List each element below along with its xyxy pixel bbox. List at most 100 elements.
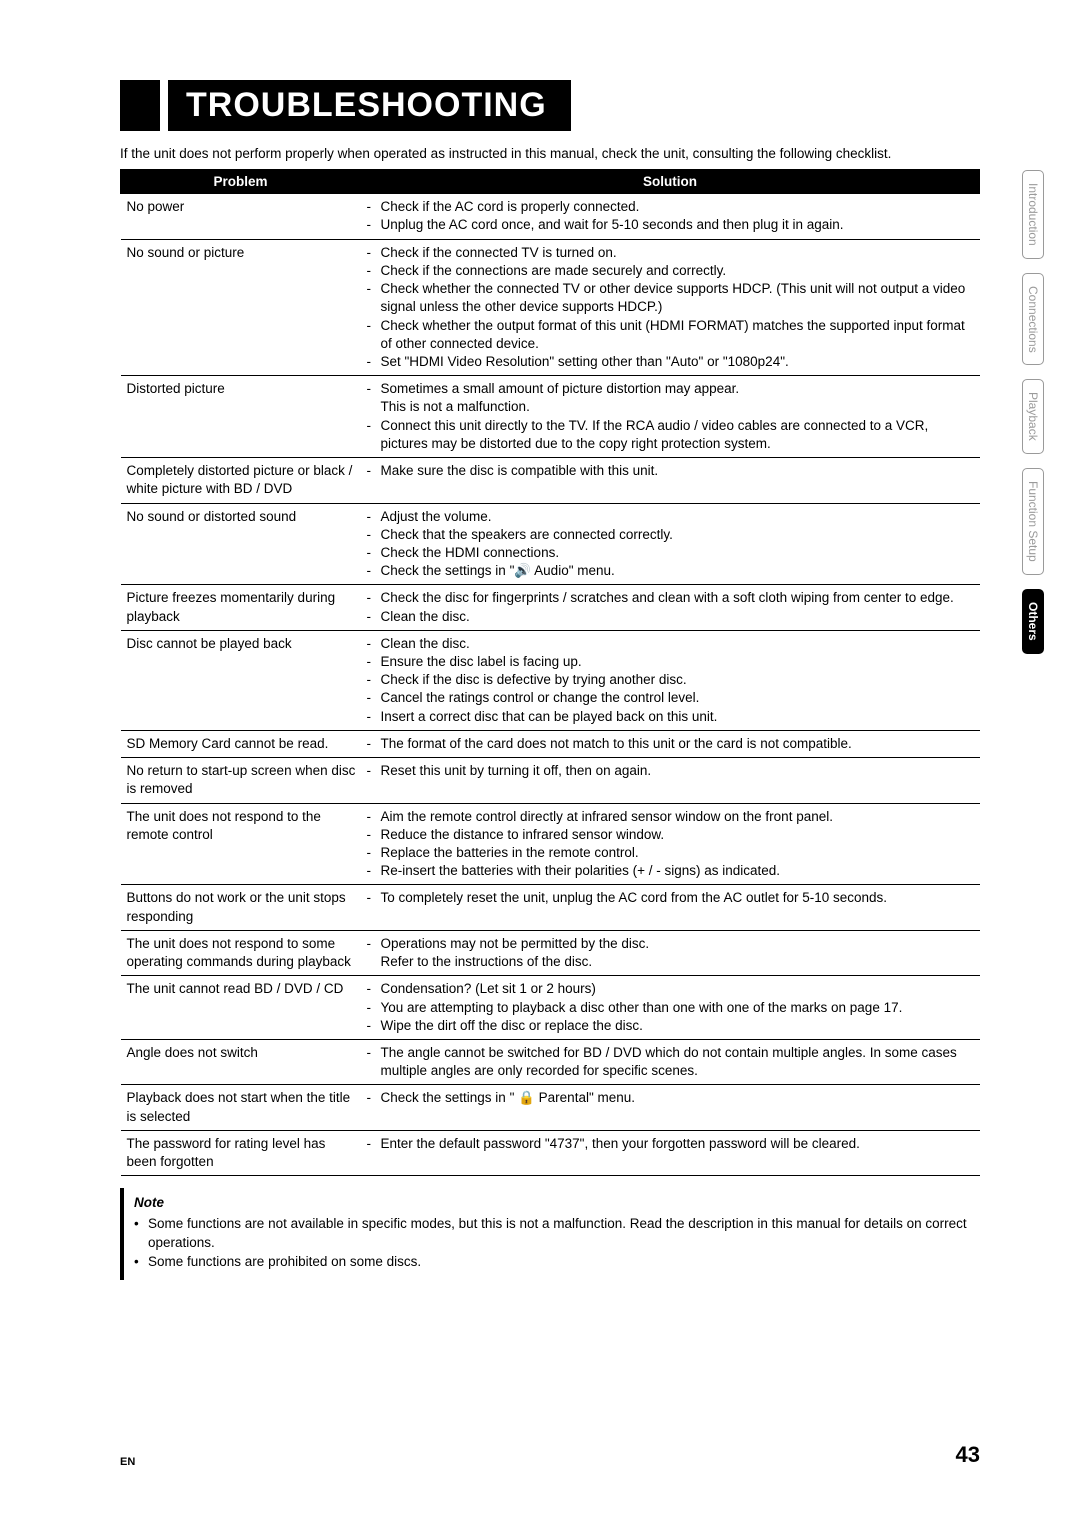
solution-line: -Sometimes a small amount of picture dis… [367, 380, 974, 416]
table-row: Angle does not switch-The angle cannot b… [121, 1039, 980, 1084]
solution-text: The format of the card does not match to… [381, 735, 974, 753]
dash-icon: - [367, 216, 381, 234]
note-text: Some functions are not available in spec… [148, 1215, 970, 1253]
solution-text: Sometimes a small amount of picture dist… [381, 380, 974, 416]
problem-cell: Picture freezes momentarily during playb… [121, 585, 361, 630]
table-row: The unit does not respond to some operat… [121, 930, 980, 975]
dash-icon: - [367, 808, 381, 826]
problem-cell: Completely distorted picture or black / … [121, 458, 361, 503]
dash-icon: - [367, 889, 381, 907]
solution-line: -Cancel the ratings control or change th… [367, 689, 974, 707]
problem-cell: Playback does not start when the title i… [121, 1085, 361, 1130]
table-row: Distorted picture-Sometimes a small amou… [121, 376, 980, 458]
solution-text: Ensure the disc label is facing up. [381, 653, 974, 671]
dash-icon: - [367, 862, 381, 880]
problem-cell: The password for rating level has been f… [121, 1130, 361, 1175]
solution-line: -Check whether the connected TV or other… [367, 280, 974, 316]
page-title: TROUBLESHOOTING [168, 80, 571, 131]
table-row: No power-Check if the AC cord is properl… [121, 194, 980, 239]
solution-line: -Operations may not be permitted by the … [367, 935, 974, 971]
section-tab[interactable]: Function Setup [1022, 468, 1044, 575]
solution-line: -Condensation? (Let sit 1 or 2 hours) [367, 980, 974, 998]
section-tab[interactable]: Connections [1022, 273, 1044, 366]
dash-icon: - [367, 526, 381, 544]
section-tab[interactable]: Introduction [1022, 170, 1044, 259]
solution-line: -Check the settings in " 🔒 Parental" men… [367, 1089, 974, 1107]
solution-text: Reset this unit by turning it off, then … [381, 762, 974, 780]
solution-cell: -Aim the remote control directly at infr… [361, 803, 980, 885]
problem-cell: The unit cannot read BD / DVD / CD [121, 976, 361, 1040]
solution-line: -Make sure the disc is compatible with t… [367, 462, 974, 480]
solution-line: -Check the HDMI connections. [367, 544, 974, 562]
solution-text: Check whether the output format of this … [381, 317, 974, 353]
solution-text: Operations may not be permitted by the d… [381, 935, 974, 971]
manual-page: TROUBLESHOOTING If the unit does not per… [0, 0, 1080, 1280]
solution-text: Check the settings in "🔊 Audio" menu. [381, 562, 974, 580]
solution-cell: -Check the settings in " 🔒 Parental" men… [361, 1085, 980, 1130]
solution-cell: -To completely reset the unit, unplug th… [361, 885, 980, 930]
dash-icon: - [367, 562, 381, 580]
solution-line: -Connect this unit directly to the TV. I… [367, 417, 974, 453]
note-items: •Some functions are not available in spe… [134, 1215, 970, 1272]
solution-line: -Aim the remote control directly at infr… [367, 808, 974, 826]
solution-line: -Clean the disc. [367, 635, 974, 653]
solution-cell: -Enter the default password "4737", then… [361, 1130, 980, 1175]
dash-icon: - [367, 1017, 381, 1035]
solution-text: Clean the disc. [381, 635, 974, 653]
dash-icon: - [367, 635, 381, 653]
solution-line: -Ensure the disc label is facing up. [367, 653, 974, 671]
section-tab[interactable]: Playback [1022, 379, 1044, 454]
solution-cell: -Clean the disc.-Ensure the disc label i… [361, 630, 980, 730]
dash-icon: - [367, 380, 381, 416]
solution-line: -The angle cannot be switched for BD / D… [367, 1044, 974, 1080]
note-box: Note •Some functions are not available i… [120, 1188, 980, 1280]
dash-icon: - [367, 589, 381, 607]
side-tabs: Introduction Connections Playback Function … [1022, 170, 1044, 654]
dash-icon: - [367, 198, 381, 216]
problem-cell: No power [121, 194, 361, 239]
dash-icon: - [367, 735, 381, 753]
solution-text: Check that the speakers are connected co… [381, 526, 974, 544]
table-row: Picture freezes momentarily during playb… [121, 585, 980, 630]
col-header-problem: Problem [121, 170, 361, 194]
solution-text: Check the settings in " 🔒 Parental" menu… [381, 1089, 974, 1107]
footer-page-number: 43 [956, 1442, 980, 1468]
dash-icon: - [367, 671, 381, 689]
solution-text: Set "HDMI Video Resolution" setting othe… [381, 353, 974, 371]
solution-cell: -The format of the card does not match t… [361, 730, 980, 757]
solution-text: To completely reset the unit, unplug the… [381, 889, 974, 907]
dash-icon: - [367, 317, 381, 353]
dash-icon: - [367, 708, 381, 726]
solution-text: Connect this unit directly to the TV. If… [381, 417, 974, 453]
col-header-solution: Solution [361, 170, 980, 194]
problem-cell: Disc cannot be played back [121, 630, 361, 730]
solution-text: Check if the connected TV is turned on. [381, 244, 974, 262]
solution-text: Cancel the ratings control or change the… [381, 689, 974, 707]
solution-line: -Reduce the distance to infrared sensor … [367, 826, 974, 844]
solution-cell: -Check if the AC cord is properly connec… [361, 194, 980, 239]
table-row: Buttons do not work or the unit stops re… [121, 885, 980, 930]
section-tab[interactable]: Others [1022, 589, 1044, 654]
dash-icon: - [367, 762, 381, 780]
problem-cell: SD Memory Card cannot be read. [121, 730, 361, 757]
dash-icon: - [367, 999, 381, 1017]
table-row: No return to start-up screen when disc i… [121, 758, 980, 803]
solution-text: Insert a correct disc that can be played… [381, 708, 974, 726]
title-band: TROUBLESHOOTING [120, 80, 980, 131]
solution-text: Replace the batteries in the remote cont… [381, 844, 974, 862]
solution-cell: -Operations may not be permitted by the … [361, 930, 980, 975]
problem-cell: The unit does not respond to some operat… [121, 930, 361, 975]
dash-icon: - [367, 280, 381, 316]
solution-text: Check the HDMI connections. [381, 544, 974, 562]
dash-icon: - [367, 544, 381, 562]
dash-icon: - [367, 244, 381, 262]
dash-icon: - [367, 508, 381, 526]
solution-cell: -Sometimes a small amount of picture dis… [361, 376, 980, 458]
solution-cell: -Check if the connected TV is turned on.… [361, 239, 980, 376]
table-row: The password for rating level has been f… [121, 1130, 980, 1175]
note-bullet: •Some functions are not available in spe… [134, 1215, 970, 1253]
problem-cell: Angle does not switch [121, 1039, 361, 1084]
solution-text: Check whether the connected TV or other … [381, 280, 974, 316]
dash-icon: - [367, 689, 381, 707]
solution-line: -Check if the connections are made secur… [367, 262, 974, 280]
